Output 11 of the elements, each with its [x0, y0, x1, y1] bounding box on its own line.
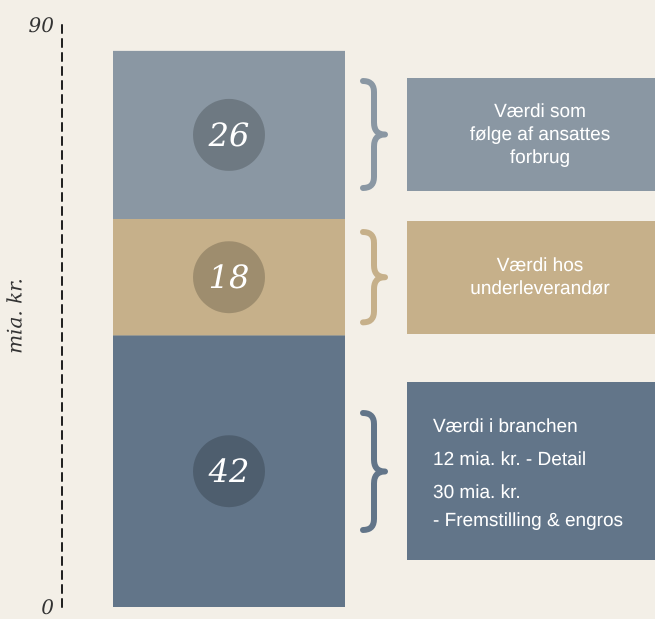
- data-label: 18: [208, 258, 250, 296]
- y-axis-title: mia. kr.: [2, 278, 27, 354]
- text: Værdi i branchen 12 mia. kr. - Detail 30 mia. kr. - Fremstilling & engros: [433, 415, 624, 532]
- bar: [113, 50, 345, 219]
- data-label: 42: [208, 452, 250, 490]
- y-tick-label: 0: [41, 595, 54, 619]
- data-label: 26: [208, 116, 250, 154]
- text: Værdi som følge af ansattes forbrug: [470, 100, 610, 170]
- text: Værdi hos underleverandør: [470, 254, 610, 300]
- bar: [113, 335, 345, 607]
- y-tick-label: 90: [28, 13, 54, 37]
